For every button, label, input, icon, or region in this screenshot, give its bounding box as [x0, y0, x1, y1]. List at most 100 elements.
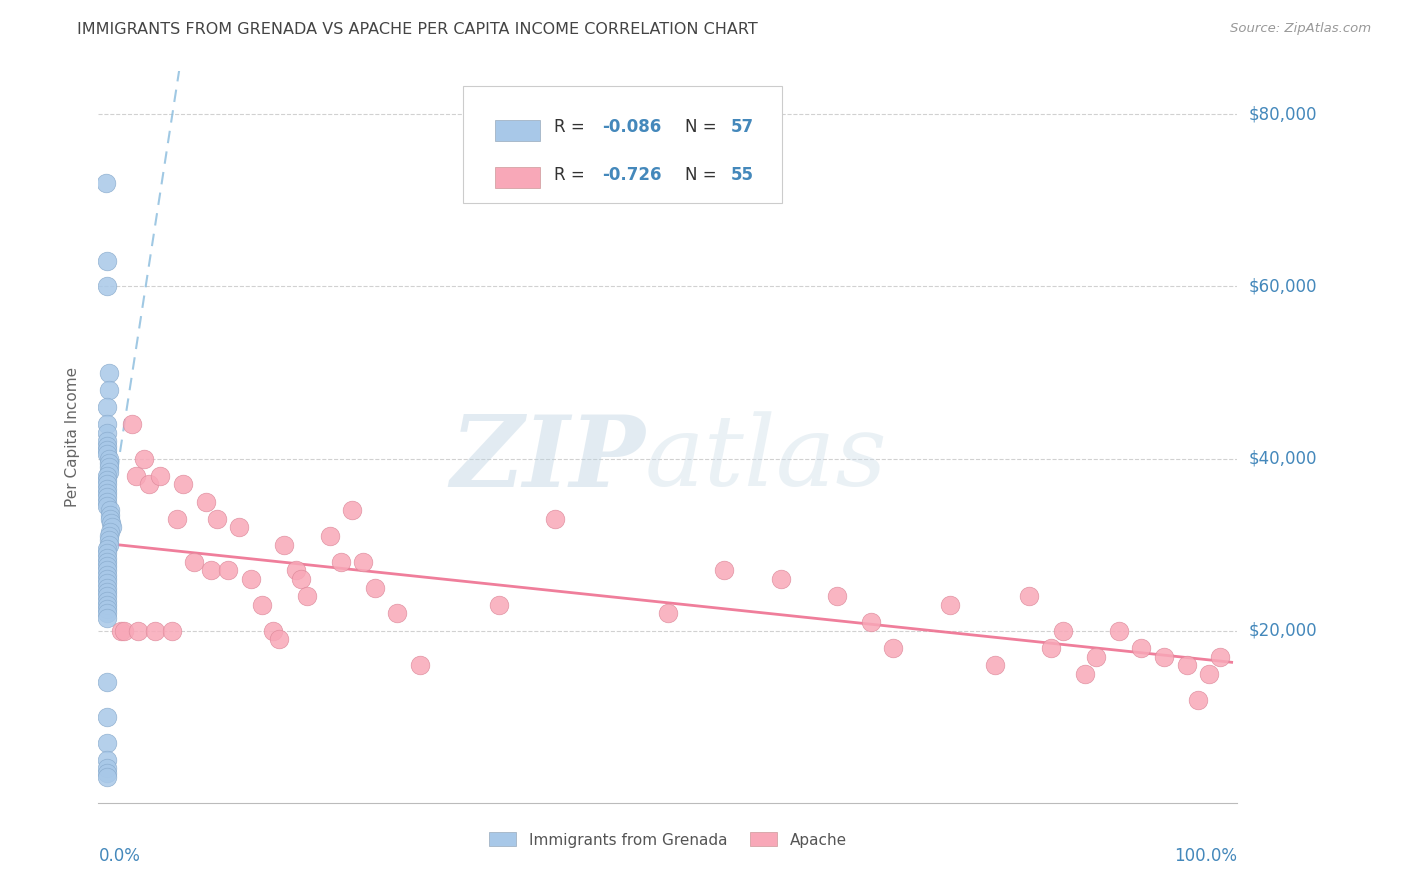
Text: 57: 57 [731, 118, 754, 136]
Text: $20,000: $20,000 [1249, 622, 1317, 640]
Point [97, 533, 120, 548]
Point [194, 494, 217, 508]
Point [1198, 666, 1220, 681]
Point [96, 593, 118, 607]
Point [96, 253, 118, 268]
Point [205, 512, 228, 526]
Point [172, 477, 194, 491]
Point [132, 451, 155, 466]
Point [96, 439, 118, 453]
Point [859, 615, 882, 629]
Point [97, 538, 120, 552]
Point [352, 555, 374, 569]
Text: IMMIGRANTS FROM GRENADA VS APACHE PER CAPITA INCOME CORRELATION CHART: IMMIGRANTS FROM GRENADA VS APACHE PER CA… [77, 22, 758, 37]
Point [262, 624, 284, 638]
Point [96, 710, 118, 724]
Point [1209, 649, 1232, 664]
Point [96, 482, 118, 496]
Point [98, 524, 121, 539]
Point [138, 477, 160, 491]
Text: 55: 55 [731, 166, 754, 184]
Point [97, 383, 120, 397]
Point [96, 434, 118, 449]
Point [100, 516, 122, 530]
Point [363, 581, 385, 595]
Point [96, 541, 118, 556]
Text: N =: N = [685, 166, 721, 184]
Point [143, 624, 166, 638]
Point [96, 546, 118, 560]
Point [97, 465, 120, 479]
Point [96, 761, 118, 775]
Text: 0.0%: 0.0% [98, 847, 141, 864]
Point [96, 499, 118, 513]
Point [1074, 666, 1097, 681]
Point [1108, 624, 1130, 638]
Point [97, 460, 120, 475]
Point [273, 538, 295, 552]
Point [228, 520, 250, 534]
Point [938, 598, 960, 612]
Point [96, 486, 118, 500]
Point [96, 494, 118, 508]
Text: $60,000: $60,000 [1249, 277, 1317, 295]
Point [96, 477, 118, 491]
Point [713, 564, 735, 578]
Point [96, 735, 118, 749]
Point [96, 400, 118, 414]
Point [160, 624, 183, 638]
Point [290, 572, 312, 586]
Point [96, 279, 118, 293]
Text: -0.086: -0.086 [602, 118, 661, 136]
Point [110, 624, 132, 638]
Text: $40,000: $40,000 [1249, 450, 1317, 467]
Point [488, 598, 510, 612]
Point [96, 567, 118, 582]
Text: $80,000: $80,000 [1249, 105, 1317, 123]
Point [96, 176, 118, 190]
Point [121, 417, 143, 432]
Point [96, 491, 118, 505]
Point [96, 425, 118, 440]
Point [96, 585, 118, 599]
Y-axis label: Per Capita Income: Per Capita Income [65, 367, 80, 508]
Point [318, 529, 340, 543]
Point [98, 508, 121, 522]
Point [96, 607, 118, 621]
Text: N =: N = [685, 118, 721, 136]
Point [127, 624, 149, 638]
Point [96, 447, 118, 461]
Point [96, 442, 118, 457]
Point [387, 607, 409, 621]
Point [96, 550, 118, 565]
Point [239, 572, 262, 586]
Point [96, 753, 118, 767]
Point [1085, 649, 1108, 664]
Point [200, 564, 222, 578]
Point [96, 572, 118, 586]
Point [825, 589, 848, 603]
Point [97, 529, 120, 543]
Point [882, 640, 904, 655]
Legend: Immigrants from Grenada, Apache: Immigrants from Grenada, Apache [482, 826, 853, 854]
Point [340, 503, 363, 517]
Point [267, 632, 290, 647]
Text: ZIP: ZIP [450, 411, 645, 508]
Point [98, 503, 121, 517]
Point [1130, 640, 1153, 655]
Point [96, 602, 118, 616]
Point [1040, 640, 1063, 655]
Point [97, 451, 120, 466]
Point [149, 468, 172, 483]
Point [96, 468, 118, 483]
Point [96, 611, 118, 625]
Point [544, 512, 567, 526]
Text: R =: R = [554, 118, 591, 136]
FancyBboxPatch shape [463, 86, 782, 203]
Text: 100.0%: 100.0% [1174, 847, 1237, 864]
Point [96, 564, 118, 578]
Point [769, 572, 792, 586]
Point [250, 598, 273, 612]
Point [96, 589, 118, 603]
Point [96, 675, 118, 690]
